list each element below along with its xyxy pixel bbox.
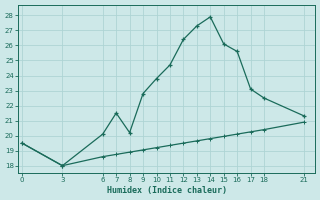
X-axis label: Humidex (Indice chaleur): Humidex (Indice chaleur) [107, 186, 227, 195]
